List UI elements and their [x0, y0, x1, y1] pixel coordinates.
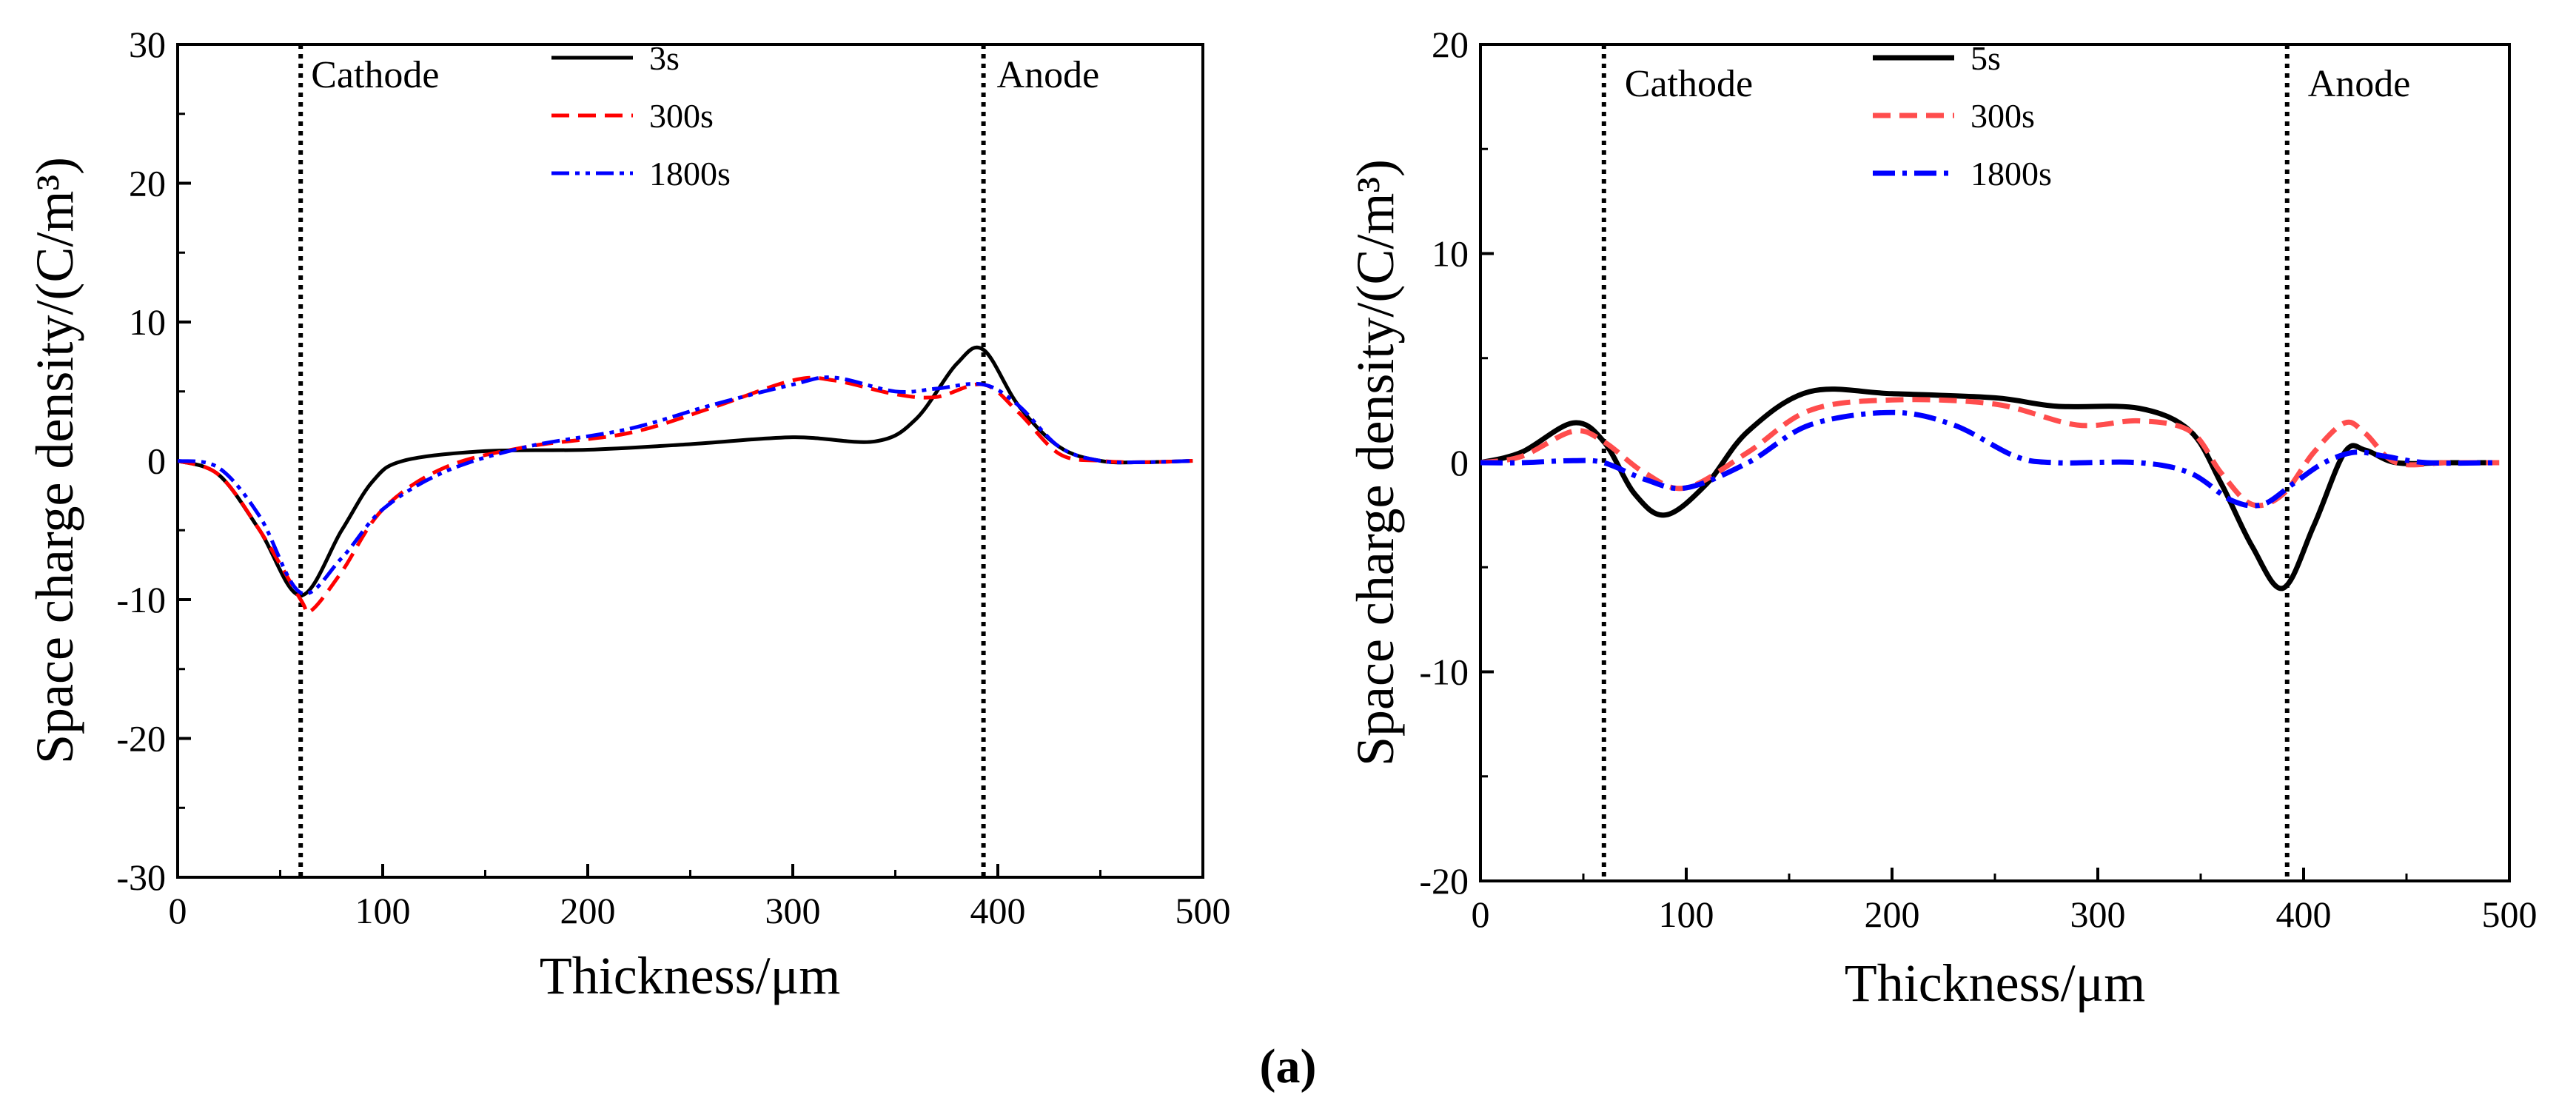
x-tick-label: 0 — [169, 890, 187, 931]
legend-label-5s: 5s — [1970, 39, 2001, 77]
x-tick-label: 400 — [2276, 894, 2332, 935]
y-tick-label: -20 — [116, 718, 166, 760]
y-tick-label: -10 — [1419, 651, 1469, 693]
y-tick-label: 10 — [1432, 233, 1469, 275]
x-tick-label: 500 — [2482, 894, 2538, 935]
annotation-anode: Anode — [997, 54, 1100, 96]
x-tick-labels: 0 100 200 300 400 500 — [169, 890, 1231, 931]
chart-left: 0 100 200 300 400 500 -30 -20 -10 0 10 20 30 Cathod… — [25, 24, 1231, 1005]
x-tick-label: 0 — [1472, 894, 1490, 935]
legend-label-300s: 300s — [649, 97, 714, 135]
chart-right: 0 100 200 300 400 500 -20 -10 0 10 20 Cathode Anod… — [1346, 24, 2538, 1013]
annotation-cathode: Cathode — [311, 54, 439, 96]
y-tick-label: -10 — [116, 579, 166, 620]
x-tick-label: 100 — [355, 890, 411, 931]
y-tick-label: 0 — [1450, 442, 1469, 483]
y-tick-labels: -20 -10 0 10 20 — [1419, 24, 1469, 902]
y-tick-label: 30 — [129, 24, 166, 65]
x-tick-label: 300 — [2070, 894, 2126, 935]
legend: 3s 300s 1800s — [551, 39, 731, 192]
legend: 5s 300s 1800s — [1873, 39, 2052, 192]
x-tick-label: 200 — [1865, 894, 1920, 935]
series-line-1800s — [178, 375, 1193, 596]
y-tick-label: -20 — [1419, 860, 1469, 902]
series-lines — [178, 345, 1193, 615]
annotation-cathode: Cathode — [1625, 63, 1753, 105]
x-tick-label: 100 — [1659, 894, 1714, 935]
series-lines — [1480, 386, 2500, 591]
series-line-1800s — [1480, 409, 2500, 509]
electrode-lines: Cathode Anode — [298, 44, 1100, 877]
x-tick-label: 400 — [970, 890, 1026, 931]
series-line-300s — [178, 375, 1193, 615]
y-axis-title: Space charge density/(C/m³) — [25, 157, 84, 764]
legend-label-1800s: 1800s — [649, 155, 731, 192]
y-axis-title: Space charge density/(C/m³) — [1346, 159, 1405, 766]
series-line-5s — [1480, 386, 2500, 591]
y-tick-label: 20 — [1432, 24, 1469, 65]
electrode-lines: Cathode Anode — [1601, 44, 2411, 881]
axis-ticks — [176, 43, 1204, 879]
x-axis-title: Thickness/μm — [540, 946, 841, 1005]
legend-label-3s: 3s — [649, 39, 680, 77]
x-tick-label: 500 — [1175, 890, 1231, 931]
x-axis-title: Thickness/μm — [1845, 953, 2146, 1013]
y-tick-labels: -30 -20 -10 0 10 20 30 — [116, 24, 166, 898]
annotation-anode: Anode — [2308, 63, 2411, 105]
series-line-300s — [1480, 397, 2500, 509]
legend-label-1800s: 1800s — [1970, 155, 2052, 192]
legend-label-300s: 300s — [1970, 97, 2035, 135]
y-tick-label: -30 — [116, 857, 166, 898]
y-tick-label: 10 — [129, 301, 166, 343]
x-tick-label: 300 — [765, 890, 821, 931]
axis-ticks — [1479, 43, 2511, 882]
x-tick-labels: 0 100 200 300 400 500 — [1472, 894, 2538, 935]
figure-caption: (a) — [1260, 1039, 1317, 1093]
series-line-3s — [178, 345, 1193, 597]
y-tick-label: 0 — [147, 440, 166, 482]
x-tick-label: 200 — [560, 890, 616, 931]
y-tick-label: 20 — [129, 163, 166, 204]
